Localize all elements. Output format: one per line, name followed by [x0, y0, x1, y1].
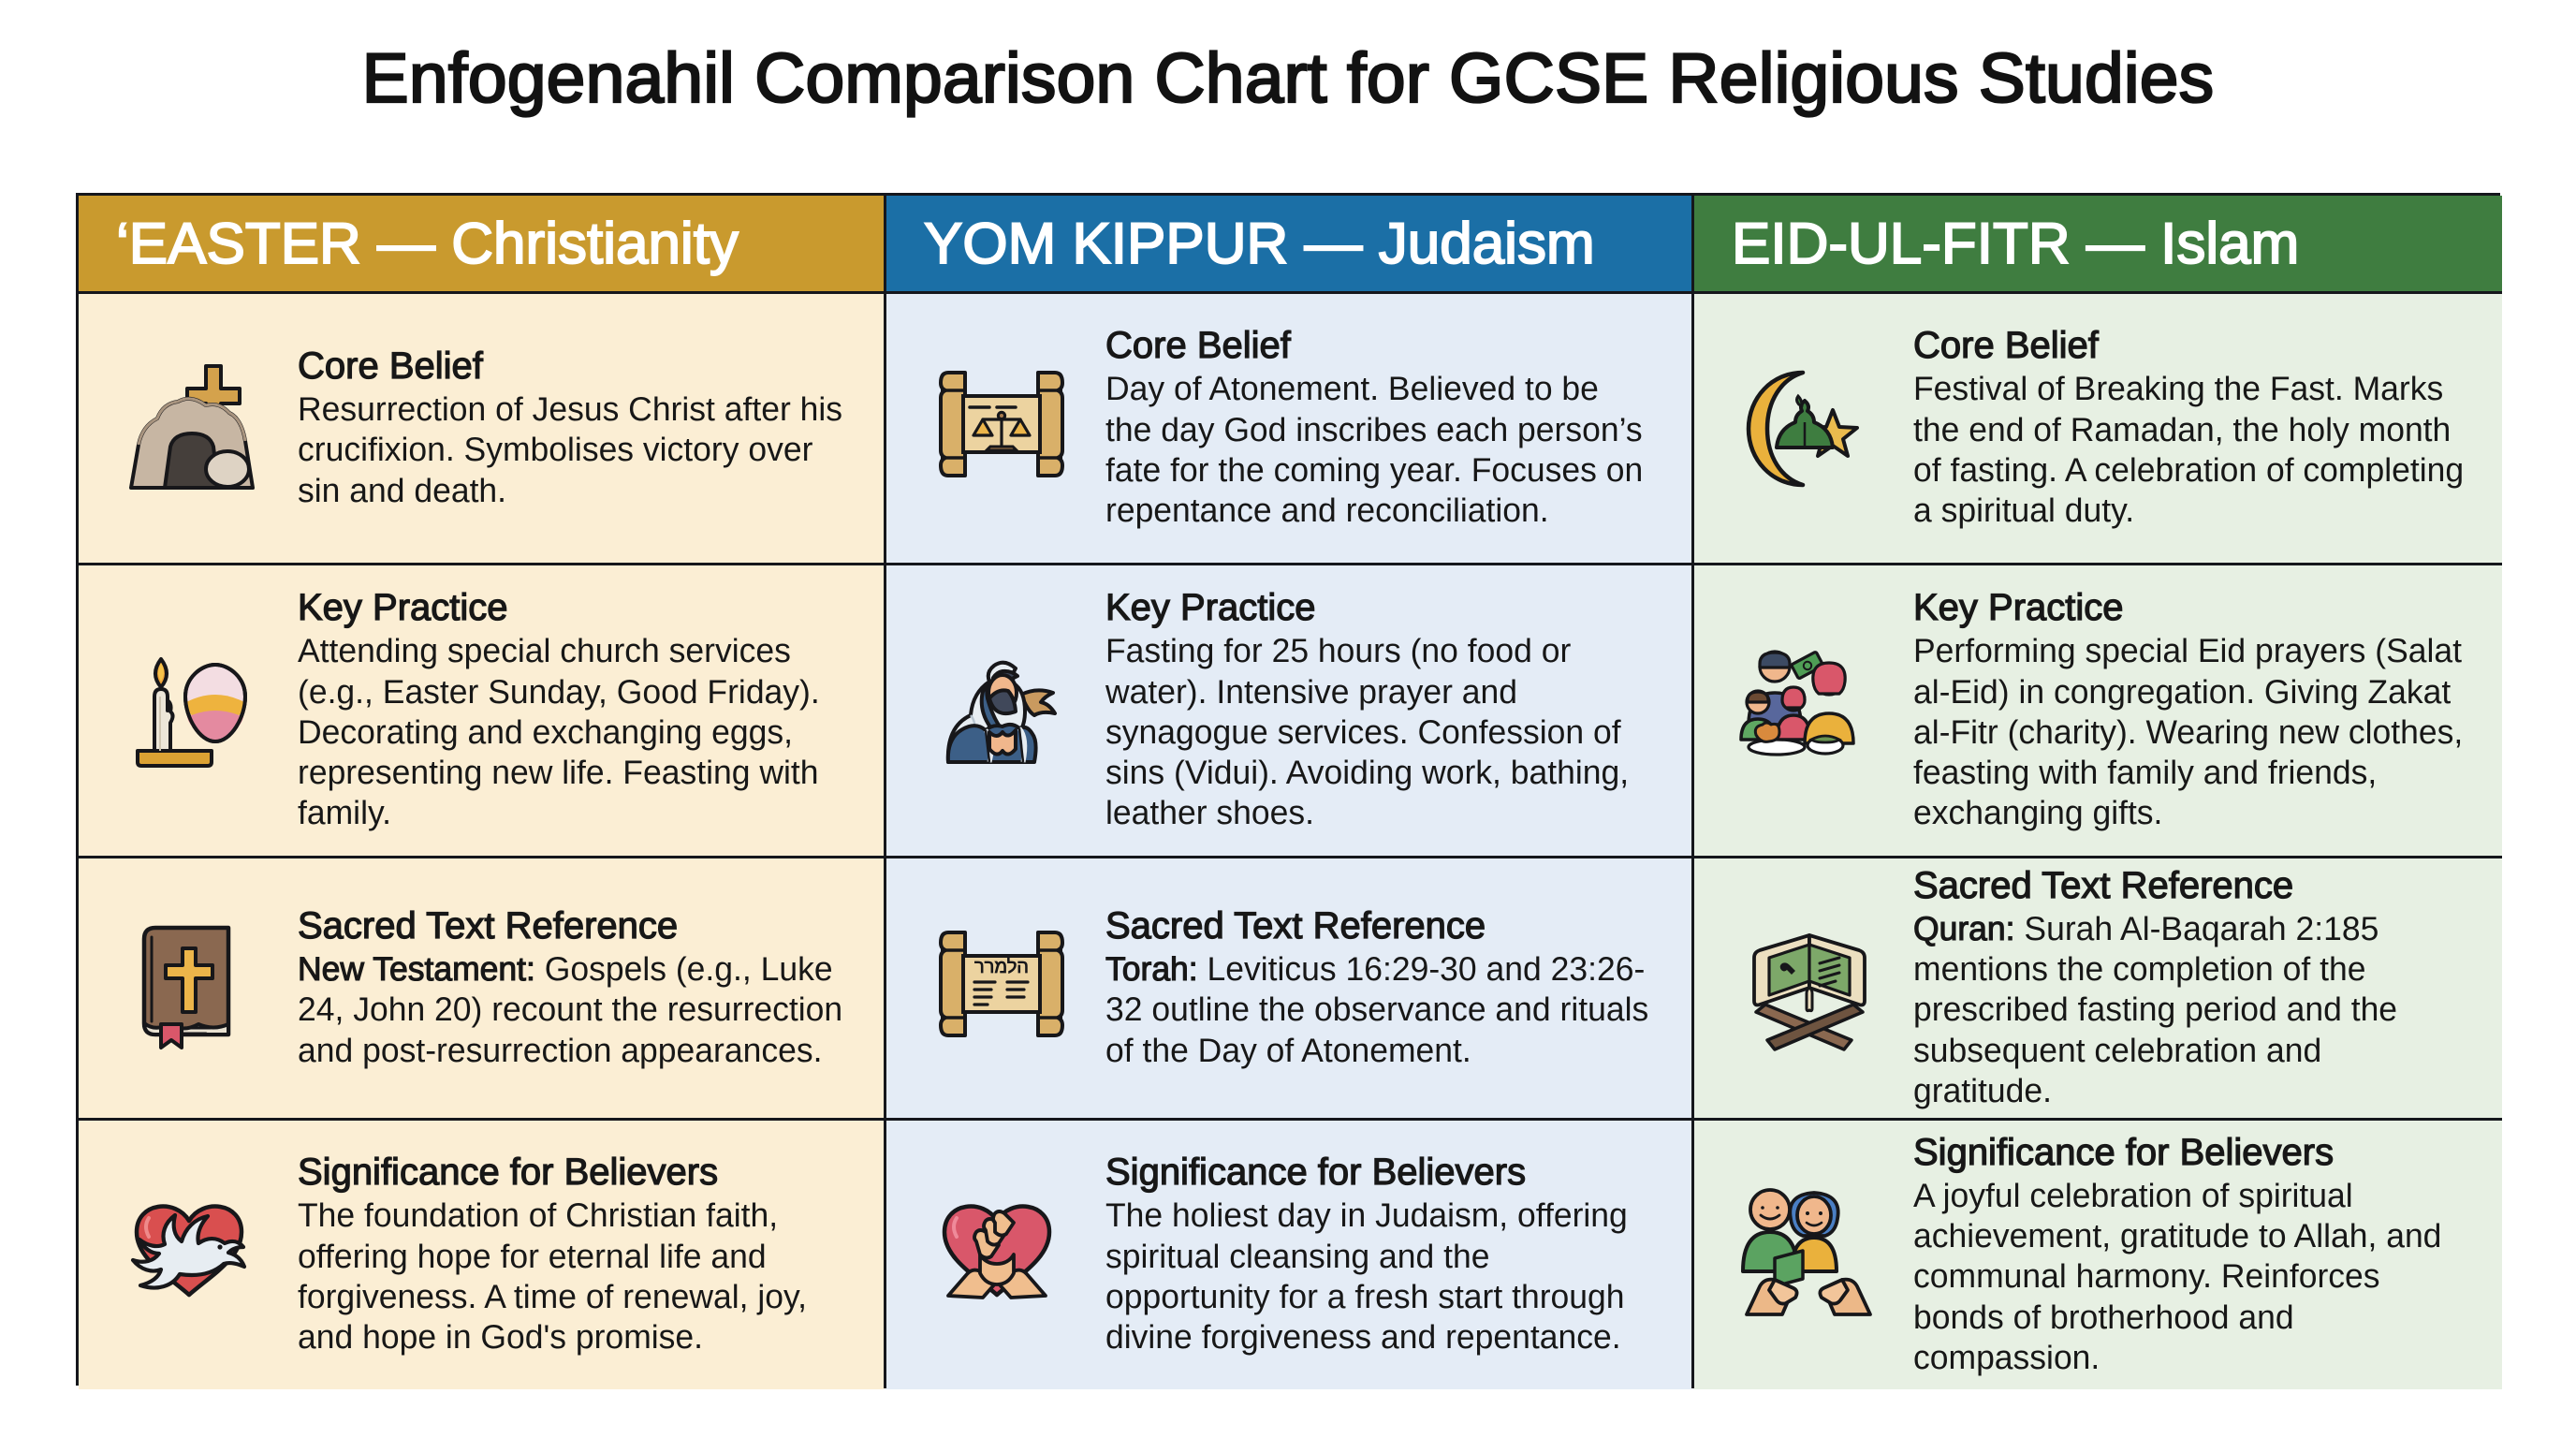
- svg-text:הלמרר: הלמרר: [974, 957, 1029, 977]
